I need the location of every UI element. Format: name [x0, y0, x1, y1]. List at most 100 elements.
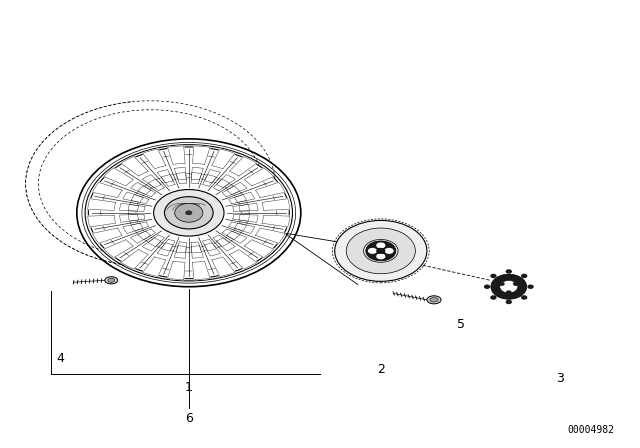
Polygon shape — [148, 235, 164, 246]
Polygon shape — [168, 261, 185, 280]
Polygon shape — [239, 215, 258, 222]
Polygon shape — [131, 182, 151, 194]
Text: 6: 6 — [185, 412, 193, 426]
Polygon shape — [213, 179, 230, 191]
Ellipse shape — [513, 282, 518, 286]
Polygon shape — [191, 172, 202, 184]
Polygon shape — [131, 194, 149, 204]
Polygon shape — [143, 149, 166, 169]
Ellipse shape — [427, 296, 441, 304]
Polygon shape — [234, 223, 255, 233]
Polygon shape — [161, 239, 175, 251]
Polygon shape — [161, 175, 175, 186]
Polygon shape — [227, 231, 247, 243]
Ellipse shape — [506, 300, 512, 304]
Polygon shape — [212, 149, 235, 169]
Polygon shape — [123, 192, 143, 202]
Polygon shape — [191, 168, 204, 180]
Polygon shape — [222, 186, 240, 197]
Ellipse shape — [335, 220, 427, 281]
Polygon shape — [131, 231, 151, 243]
Polygon shape — [233, 204, 250, 211]
Polygon shape — [216, 238, 236, 251]
Ellipse shape — [430, 297, 438, 302]
Ellipse shape — [108, 278, 115, 282]
Polygon shape — [157, 243, 173, 256]
Polygon shape — [157, 169, 173, 183]
Polygon shape — [239, 203, 258, 211]
Polygon shape — [128, 204, 145, 211]
Ellipse shape — [521, 295, 527, 300]
Ellipse shape — [368, 248, 377, 254]
Polygon shape — [138, 186, 156, 197]
Polygon shape — [228, 222, 246, 231]
Polygon shape — [120, 203, 139, 211]
Polygon shape — [203, 239, 216, 251]
Text: 00004982: 00004982 — [568, 425, 614, 435]
Polygon shape — [123, 223, 143, 233]
Polygon shape — [205, 243, 220, 256]
Polygon shape — [244, 168, 274, 186]
Polygon shape — [148, 179, 164, 191]
Polygon shape — [142, 238, 161, 251]
Polygon shape — [216, 175, 236, 188]
Polygon shape — [128, 214, 145, 221]
Polygon shape — [138, 229, 156, 240]
Polygon shape — [143, 257, 166, 276]
Ellipse shape — [366, 241, 396, 261]
Polygon shape — [262, 199, 290, 210]
Polygon shape — [234, 192, 255, 202]
Polygon shape — [121, 156, 148, 176]
Polygon shape — [104, 240, 133, 258]
Polygon shape — [193, 146, 210, 164]
Polygon shape — [193, 261, 210, 280]
Polygon shape — [222, 229, 240, 240]
Ellipse shape — [506, 290, 512, 294]
Ellipse shape — [105, 277, 118, 284]
Polygon shape — [255, 228, 285, 243]
Ellipse shape — [527, 284, 534, 289]
Polygon shape — [176, 242, 186, 253]
Polygon shape — [203, 175, 216, 186]
Polygon shape — [233, 214, 250, 221]
Polygon shape — [229, 250, 257, 269]
Polygon shape — [168, 146, 185, 164]
Polygon shape — [191, 242, 202, 253]
Polygon shape — [142, 175, 161, 188]
Text: 4: 4 — [57, 352, 65, 365]
Ellipse shape — [506, 269, 512, 274]
Polygon shape — [229, 156, 257, 176]
Ellipse shape — [346, 228, 415, 274]
Polygon shape — [92, 182, 122, 198]
Ellipse shape — [175, 203, 203, 222]
Ellipse shape — [484, 284, 490, 289]
Polygon shape — [228, 194, 246, 204]
Polygon shape — [213, 235, 230, 246]
Ellipse shape — [491, 274, 527, 299]
Text: 2: 2 — [377, 363, 385, 376]
Ellipse shape — [164, 197, 213, 229]
Polygon shape — [227, 182, 247, 194]
Polygon shape — [174, 246, 186, 258]
Ellipse shape — [377, 248, 385, 254]
Polygon shape — [255, 182, 285, 198]
Polygon shape — [121, 250, 148, 269]
Polygon shape — [131, 222, 149, 231]
Text: 5: 5 — [457, 318, 465, 332]
Ellipse shape — [490, 295, 497, 300]
Polygon shape — [88, 215, 116, 227]
Ellipse shape — [376, 242, 385, 249]
Ellipse shape — [490, 274, 497, 278]
Ellipse shape — [500, 280, 518, 293]
Ellipse shape — [376, 253, 385, 259]
Polygon shape — [262, 215, 290, 227]
Ellipse shape — [154, 190, 224, 236]
Polygon shape — [92, 228, 122, 243]
Polygon shape — [174, 168, 186, 180]
Polygon shape — [244, 240, 274, 258]
Polygon shape — [176, 172, 186, 184]
Polygon shape — [88, 199, 116, 210]
Ellipse shape — [186, 211, 192, 215]
Text: 1: 1 — [185, 381, 193, 394]
Ellipse shape — [385, 248, 394, 254]
